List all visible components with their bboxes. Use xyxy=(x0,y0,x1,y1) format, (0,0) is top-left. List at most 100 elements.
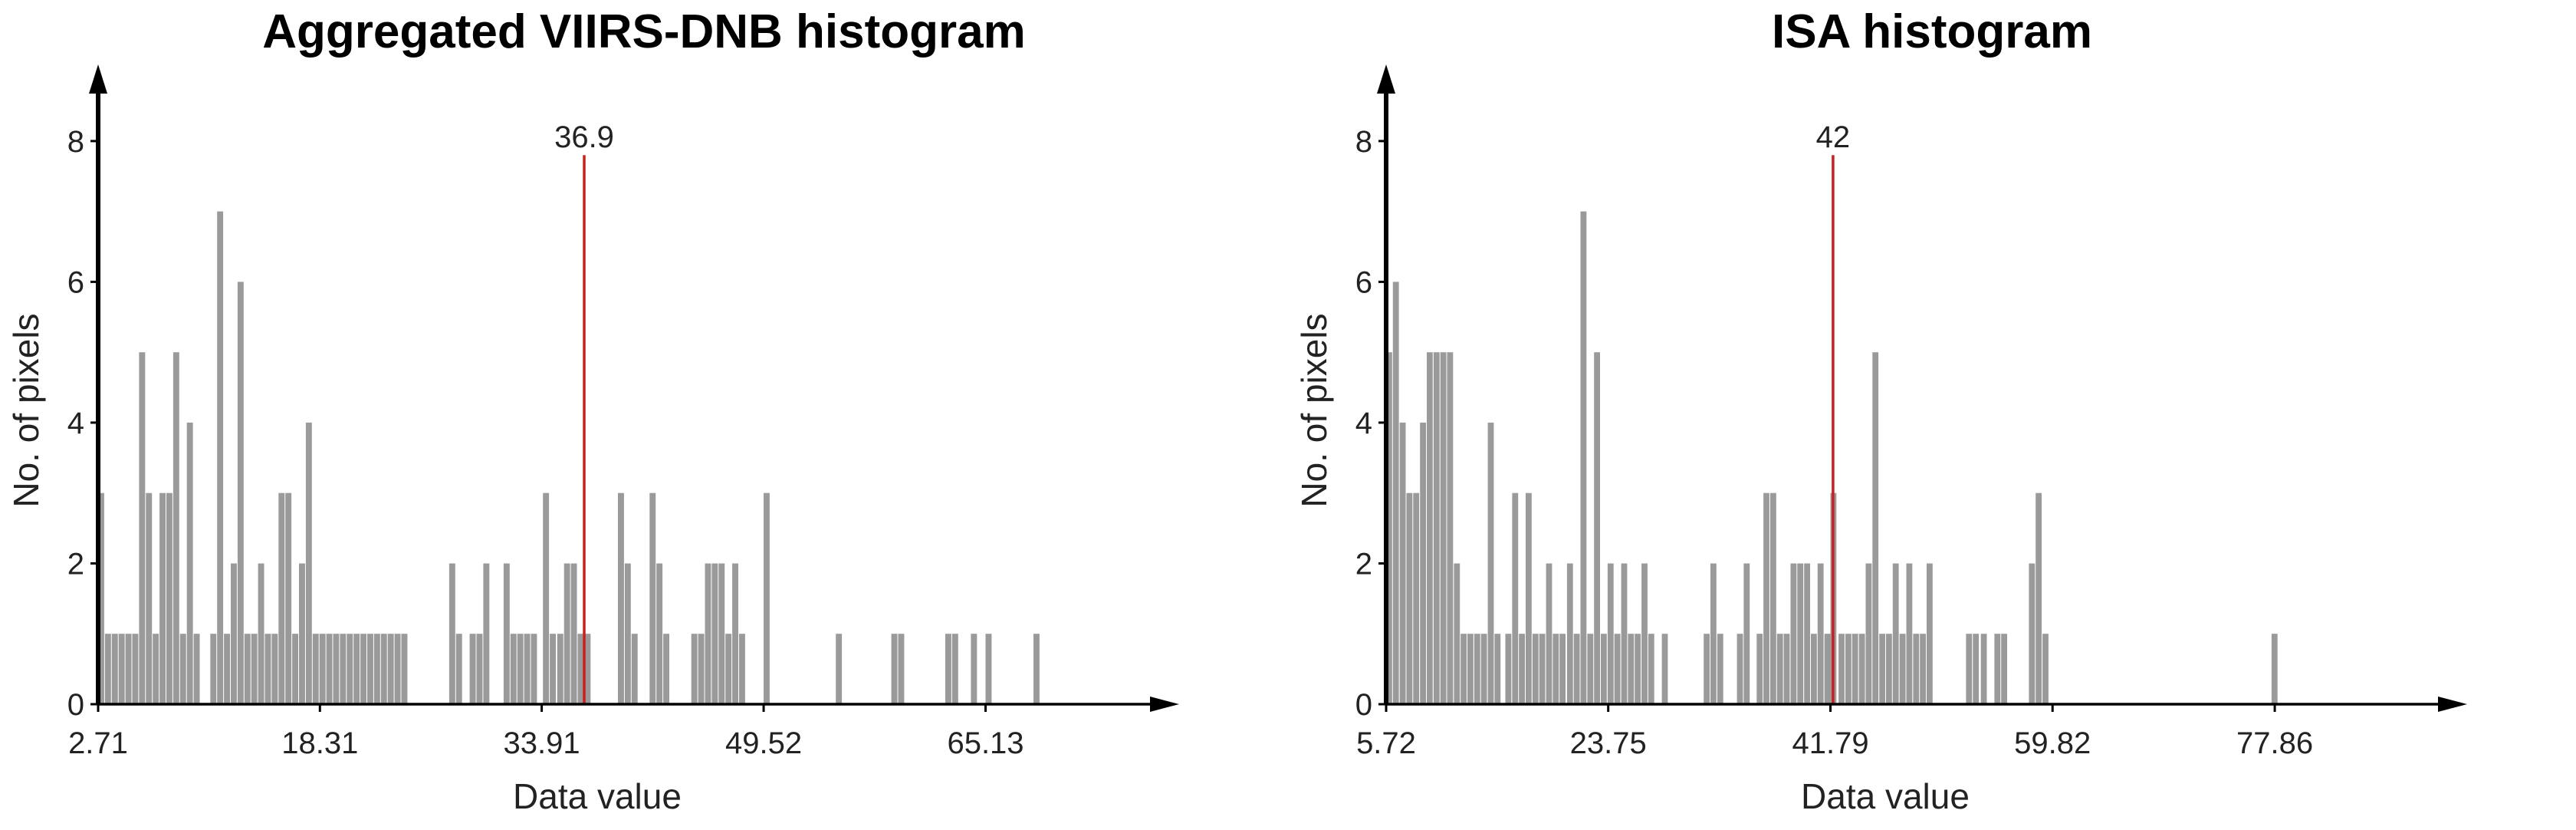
histogram-bar xyxy=(1539,634,1546,704)
histogram-bar xyxy=(1460,634,1467,704)
histogram-bar xyxy=(1973,634,1980,704)
x-axis-label: Data value xyxy=(513,776,682,816)
histogram-bar xyxy=(1601,634,1607,704)
histogram-bar xyxy=(1886,634,1892,704)
histogram-bar xyxy=(1480,634,1487,704)
histogram-bar xyxy=(1487,422,1494,704)
histogram-bar xyxy=(483,563,490,704)
y-tick-label: 8 xyxy=(1355,125,1372,159)
histogram-bar xyxy=(1790,563,1797,704)
x-axis-arrow xyxy=(2438,697,2467,712)
histogram-bar xyxy=(618,492,624,704)
histogram-bar xyxy=(510,634,517,704)
x-tick-label: 41.79 xyxy=(1792,726,1868,760)
histogram-bar xyxy=(550,634,556,704)
histogram-bar xyxy=(244,634,251,704)
histogram-bar xyxy=(1413,492,1420,704)
histogram-bar xyxy=(1756,634,1763,704)
histogram-bar xyxy=(711,563,718,704)
histogram-bar xyxy=(1811,634,1817,704)
histogram-bar xyxy=(159,492,166,704)
histogram-bar xyxy=(186,422,193,704)
x-tick-label: 77.86 xyxy=(2236,726,2313,760)
histogram-bar xyxy=(1433,352,1440,704)
histogram-bar xyxy=(1519,634,1525,704)
y-tick-label: 4 xyxy=(1355,407,1372,440)
histogram-bar xyxy=(1552,634,1559,704)
histogram-bar xyxy=(1858,634,1865,704)
y-tick-label: 2 xyxy=(1355,547,1372,581)
histogram-bar xyxy=(1399,422,1406,704)
y-tick-label: 4 xyxy=(67,407,84,440)
x-tick-label: 18.31 xyxy=(281,726,358,760)
histogram-bar xyxy=(1872,352,1879,704)
histogram-bar xyxy=(98,492,104,704)
histogram-bar xyxy=(1927,563,1933,704)
histogram-bar xyxy=(1635,634,1641,704)
x-tick-label: 59.82 xyxy=(2014,726,2091,760)
histogram-bar xyxy=(373,634,380,704)
histogram-bar xyxy=(577,634,584,704)
x-tick-label: 2.71 xyxy=(68,726,128,760)
x-tick-label: 5.72 xyxy=(1356,726,1416,760)
histogram-bar xyxy=(503,563,510,704)
histogram-bar xyxy=(725,634,732,704)
histogram-bar xyxy=(1546,563,1552,704)
histogram-bar xyxy=(1797,563,1804,704)
histogram-bar xyxy=(1386,352,1392,704)
histogram-bar xyxy=(1737,634,1743,704)
histogram-bar xyxy=(543,492,550,704)
y-tick-label: 6 xyxy=(1355,265,1372,299)
histogram-bar xyxy=(1824,634,1831,704)
histogram-bar xyxy=(1865,563,1872,704)
histogram-bar xyxy=(367,634,373,704)
histogram-bar xyxy=(1559,634,1566,704)
histogram-bar xyxy=(898,634,905,704)
histogram-bar xyxy=(2271,634,2278,704)
histogram-bar xyxy=(705,563,711,704)
histogram-bar xyxy=(557,634,564,704)
histogram-bar xyxy=(172,352,179,704)
histogram-bar xyxy=(210,634,217,704)
histogram-bar xyxy=(1447,352,1454,704)
histogram-bar xyxy=(1648,634,1654,704)
y-tick-label: 2 xyxy=(67,547,84,581)
y-tick-label: 8 xyxy=(67,125,84,159)
histogram-bar xyxy=(312,634,319,704)
histogram-bar xyxy=(360,634,366,704)
histogram-bar xyxy=(1879,634,1885,704)
histogram-bar xyxy=(2036,492,2042,704)
histogram-bar xyxy=(299,563,305,704)
histogram-bar xyxy=(1817,563,1824,704)
histogram-bar xyxy=(570,563,577,704)
x-tick-label: 33.91 xyxy=(504,726,580,760)
histogram-bar xyxy=(305,422,312,704)
x-tick-label: 65.13 xyxy=(947,726,1024,760)
histogram-bar xyxy=(1427,352,1433,704)
x-axis-arrow xyxy=(1150,697,1179,712)
histogram-bar xyxy=(524,634,531,704)
histogram-bar xyxy=(1526,492,1532,704)
x-tick-label: 23.75 xyxy=(1570,726,1647,760)
histogram-bar xyxy=(985,634,992,704)
histogram-bar xyxy=(624,563,631,704)
histogram-bar xyxy=(146,492,153,704)
histogram-bar xyxy=(217,211,224,705)
histogram-bar xyxy=(517,634,524,704)
histogram-bar xyxy=(139,352,146,704)
y-axis-label: No. of pixels xyxy=(6,313,46,507)
y-tick-label: 6 xyxy=(67,265,84,299)
histogram-bar xyxy=(718,563,725,704)
histogram-bar xyxy=(1920,634,1926,704)
histogram-bar xyxy=(891,634,898,704)
histogram-panel-viirs: Aggregated VIIRS-DNB histogram 36.9 0 2 4 6 8 2… xyxy=(6,5,1179,816)
histogram-bar xyxy=(1440,352,1447,704)
histogram-bar xyxy=(353,634,360,704)
histogram-bar xyxy=(1994,634,2001,704)
histogram-bar xyxy=(1845,634,1852,704)
histogram-bar xyxy=(1804,563,1810,704)
histogram-bar xyxy=(1892,563,1899,704)
histogram-bar xyxy=(179,634,186,704)
histogram-bar xyxy=(1474,634,1480,704)
histogram-bar xyxy=(836,634,843,704)
